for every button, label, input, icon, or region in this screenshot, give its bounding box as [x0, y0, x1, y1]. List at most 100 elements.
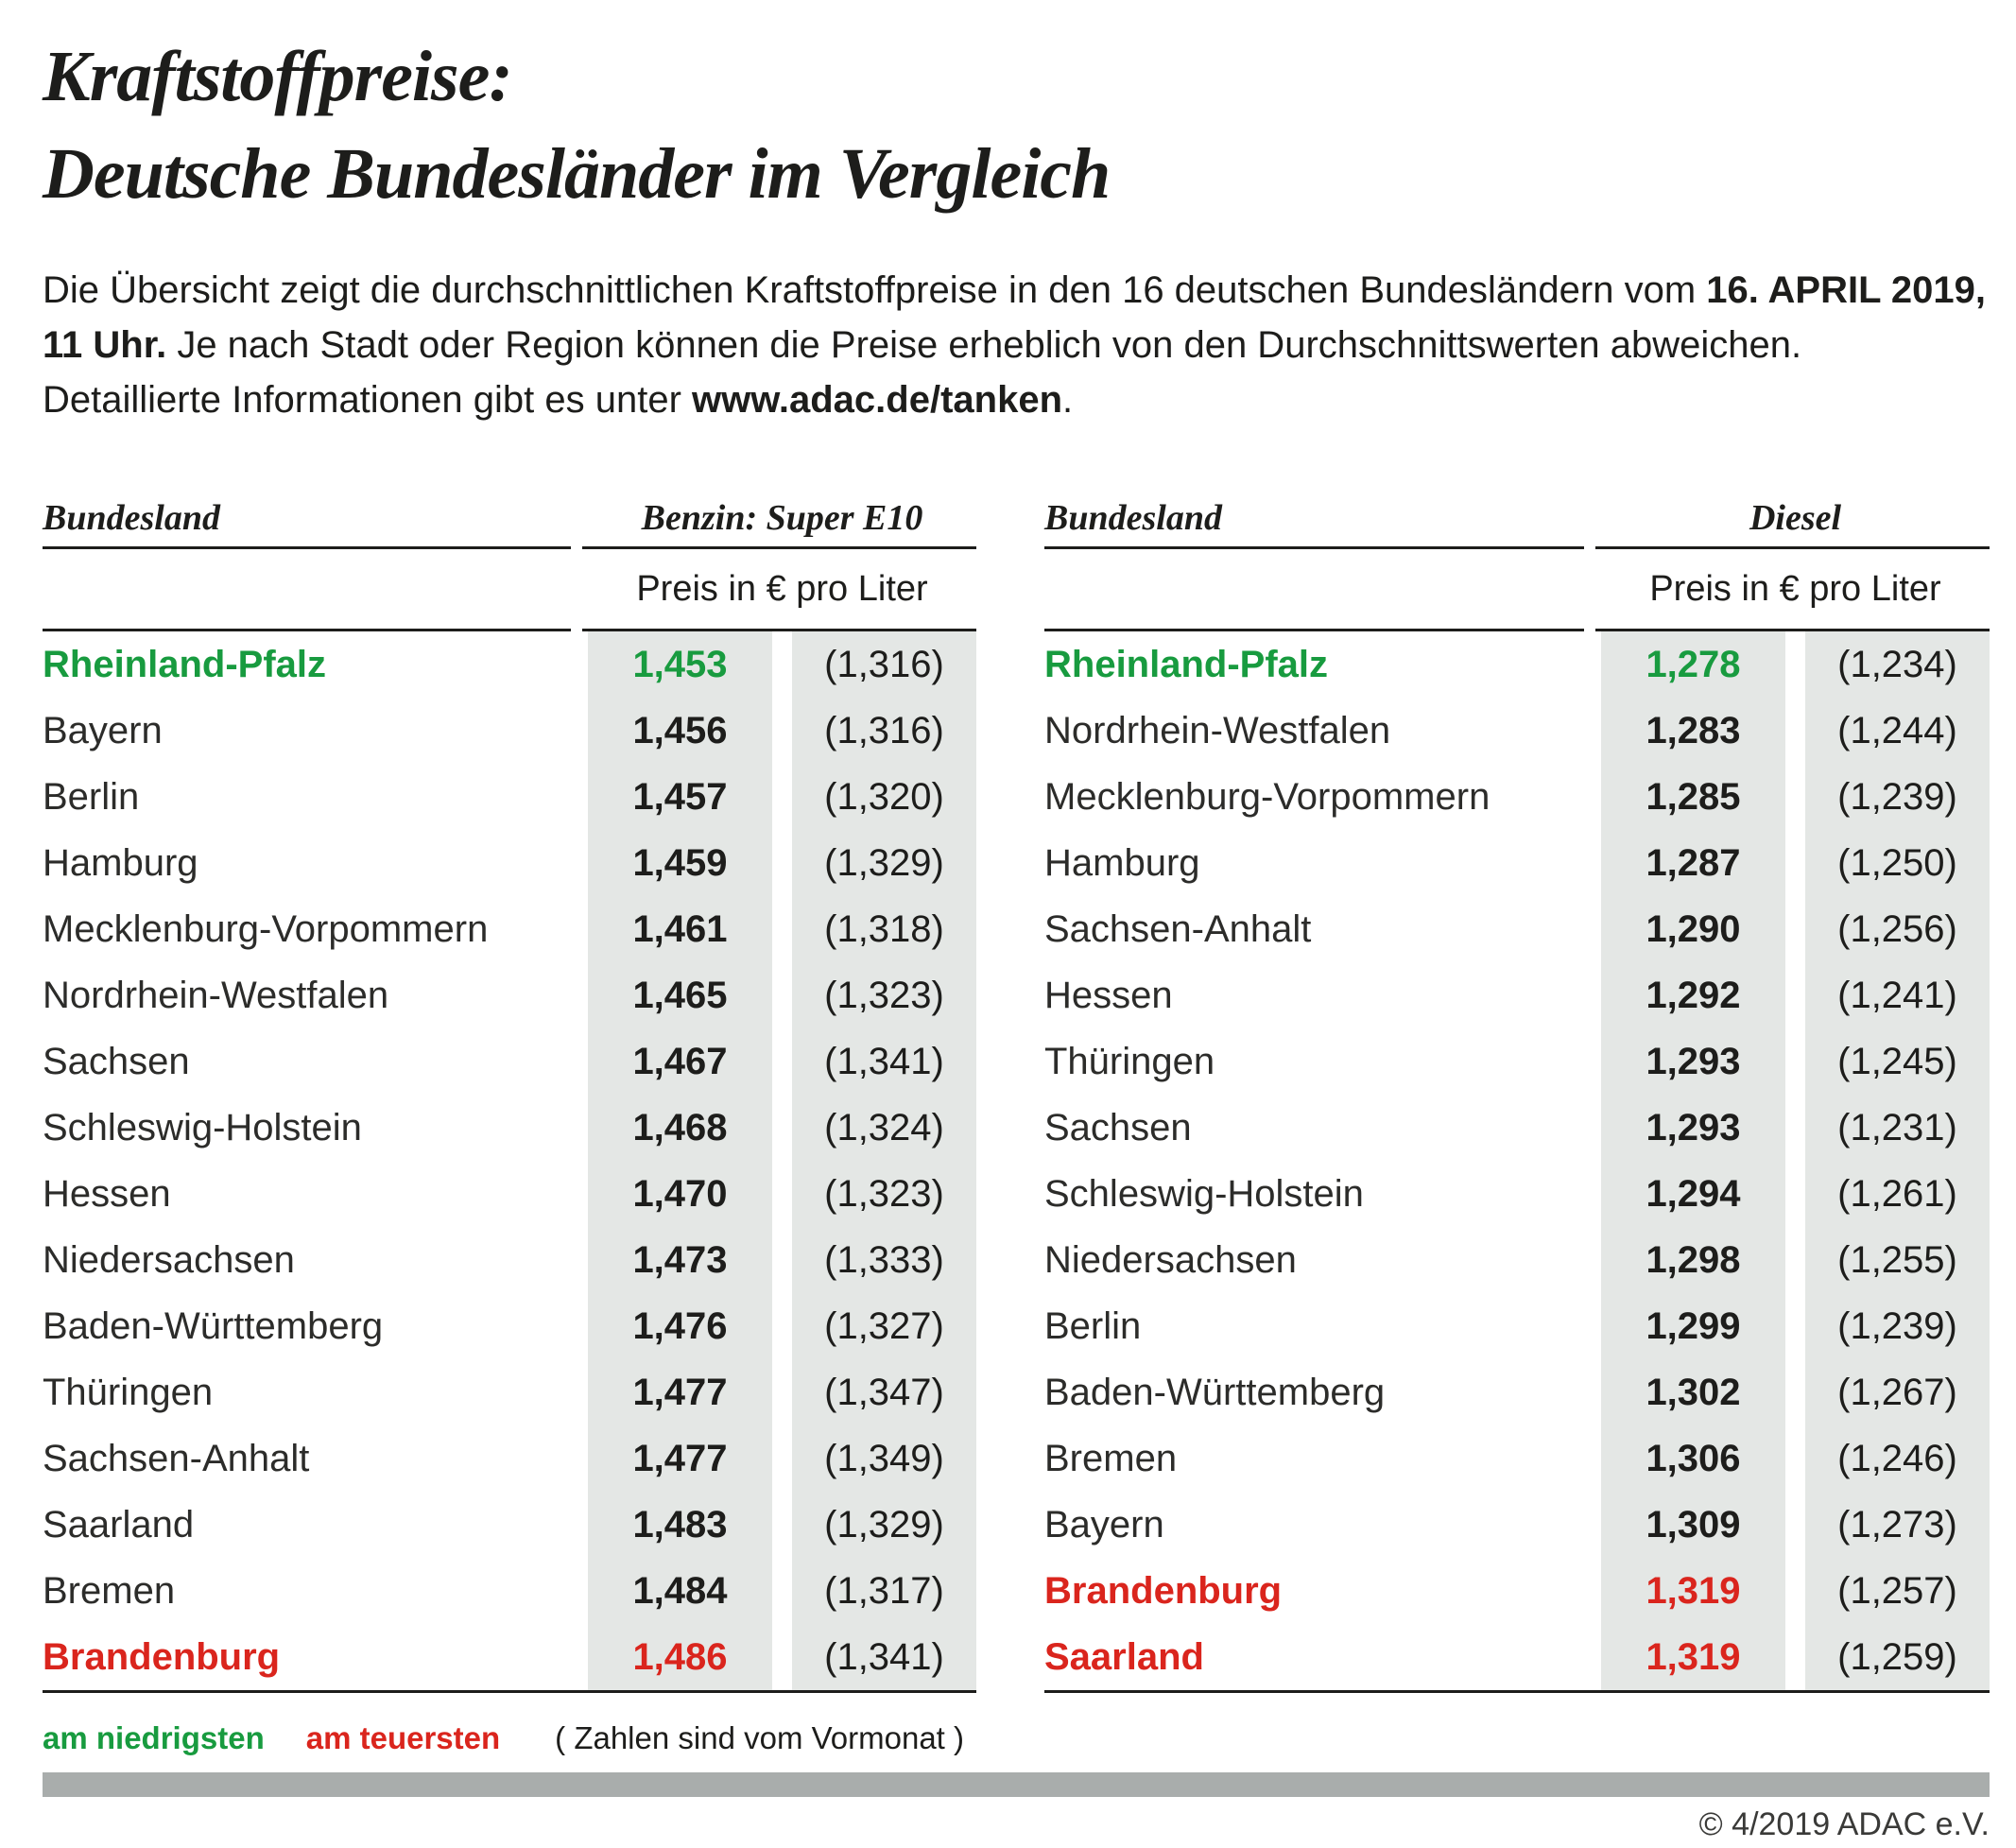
header-rule: [1044, 546, 1990, 549]
state-name: Bremen: [43, 1569, 176, 1612]
table-row: Bremen 1,306 (1,246): [1044, 1425, 1990, 1492]
state-name: Berlin: [43, 775, 140, 818]
intro-text: Die Übersicht zeigt die durchschnittlich…: [43, 263, 1990, 427]
previous-month-price: (1,323): [792, 1161, 976, 1227]
page-title: Kraftstoffpreise: Deutsche Bundesländer …: [43, 28, 1990, 223]
previous-month-price: (1,333): [792, 1227, 976, 1293]
previous-month-price: (1,234): [1805, 631, 1990, 698]
column-header-bundesland: Bundesland: [1044, 498, 1222, 538]
diesel-table-header: Bundesland Diesel: [1044, 480, 1990, 546]
table-bottom-rule: [1044, 1690, 1990, 1693]
previous-month-price: (1,267): [1805, 1359, 1990, 1425]
current-price: 1,306: [1601, 1425, 1785, 1492]
state-name: Thüringen: [1044, 1040, 1215, 1082]
legend-highest-label: am teuersten: [305, 1720, 501, 1755]
table-row: Rheinland-Pfalz 1,453 (1,316): [43, 631, 976, 698]
table-row: Niedersachsen 1,298 (1,255): [1044, 1227, 1990, 1293]
previous-month-price: (1,329): [792, 1492, 976, 1558]
current-price: 1,293: [1601, 1095, 1785, 1161]
current-price: 1,484: [588, 1558, 772, 1624]
intro-line3-end: .: [1062, 379, 1074, 421]
copyright-text: © 4/2019 ADAC e.V.: [1698, 1806, 1990, 1842]
current-price: 1,309: [1601, 1492, 1785, 1558]
previous-month-price: (1,349): [792, 1425, 976, 1492]
fuel-table-diesel: Bundesland Diesel Preis in € pro Liter R…: [1044, 480, 1990, 1693]
current-price: 1,294: [1601, 1161, 1785, 1227]
state-name: Berlin: [1044, 1304, 1142, 1347]
state-name: Saarland: [1044, 1635, 1204, 1678]
current-price: 1,470: [588, 1161, 772, 1227]
benzin-price-unit-row: Preis in € pro Liter: [43, 549, 976, 629]
table-row: Baden-Württemberg 1,302 (1,267): [1044, 1359, 1990, 1425]
state-name: Hamburg: [1044, 841, 1200, 884]
table-row: Nordrhein-Westfalen 1,283 (1,244): [1044, 698, 1990, 764]
previous-month-price: (1,324): [792, 1095, 976, 1161]
state-name: Schleswig-Holstein: [43, 1106, 362, 1149]
current-price: 1,459: [588, 830, 772, 896]
state-name: Sachsen: [43, 1040, 190, 1082]
state-name: Sachsen-Anhalt: [43, 1437, 310, 1479]
table-row: Sachsen-Anhalt 1,290 (1,256): [1044, 896, 1990, 962]
current-price: 1,290: [1601, 896, 1785, 962]
table-row: Hamburg 1,287 (1,250): [1044, 830, 1990, 896]
subheader-rule: [1044, 629, 1990, 631]
fuel-price-tables: Bundesland Benzin: Super E10 Preis in € …: [43, 480, 1990, 1693]
state-name: Hamburg: [43, 841, 198, 884]
current-price: 1,287: [1601, 830, 1785, 896]
intro-line3: Detaillierte Informationen gibt es unter…: [43, 372, 1990, 427]
state-name: Sachsen: [1044, 1106, 1192, 1149]
state-name: Bayern: [1044, 1503, 1164, 1546]
current-price: 1,456: [588, 698, 772, 764]
table-row: Brandenburg 1,319 (1,257): [1044, 1558, 1990, 1624]
current-price: 1,292: [1601, 962, 1785, 1028]
current-price: 1,476: [588, 1293, 772, 1359]
table-row: Hessen 1,292 (1,241): [1044, 962, 1990, 1028]
table-row: Thüringen 1,477 (1,347): [43, 1359, 976, 1425]
current-price: 1,483: [588, 1492, 772, 1558]
state-name: Saarland: [43, 1503, 195, 1546]
state-name: Nordrhein-Westfalen: [43, 974, 389, 1016]
previous-month-price: (1,316): [792, 698, 976, 764]
subheader-rule: [43, 629, 976, 631]
diesel-price-unit-row: Preis in € pro Liter: [1044, 549, 1990, 629]
column-header-diesel: Diesel: [1749, 498, 1842, 538]
previous-month-price: (1,347): [792, 1359, 976, 1425]
current-price: 1,467: [588, 1028, 772, 1095]
table-row: Bayern 1,456 (1,316): [43, 698, 976, 764]
legend-note: ( Zahlen sind vom Vormonat ): [555, 1720, 965, 1755]
state-name: Bayern: [43, 709, 163, 751]
table-row: Mecklenburg-Vorpommern 1,461 (1,318): [43, 896, 976, 962]
previous-month-price: (1,317): [792, 1558, 976, 1624]
current-price: 1,486: [588, 1624, 772, 1690]
state-name: Brandenburg: [43, 1635, 281, 1678]
page-title-line1: Kraftstoffpreise:: [43, 37, 513, 116]
current-price: 1,461: [588, 896, 772, 962]
column-header-bundesland: Bundesland: [43, 498, 220, 538]
current-price: 1,468: [588, 1095, 772, 1161]
previous-month-price: (1,323): [792, 962, 976, 1028]
table-row: Hamburg 1,459 (1,329): [43, 830, 976, 896]
current-price: 1,453: [588, 631, 772, 698]
table-row: Niedersachsen 1,473 (1,333): [43, 1227, 976, 1293]
table-row: Mecklenburg-Vorpommern 1,285 (1,239): [1044, 764, 1990, 830]
current-price: 1,293: [1601, 1028, 1785, 1095]
state-name: Niedersachsen: [1044, 1238, 1297, 1281]
table-row: Rheinland-Pfalz 1,278 (1,234): [1044, 631, 1990, 698]
previous-month-price: (1,327): [792, 1293, 976, 1359]
current-price: 1,285: [1601, 764, 1785, 830]
intro-time-bold: 11 Uhr.: [43, 324, 167, 366]
state-name: Mecklenburg-Vorpommern: [1044, 775, 1490, 818]
state-name: Mecklenburg-Vorpommern: [43, 907, 489, 950]
state-name: Hessen: [43, 1172, 171, 1215]
state-name: Hessen: [1044, 974, 1173, 1016]
table-row: Berlin 1,457 (1,320): [43, 764, 976, 830]
table-row: Brandenburg 1,486 (1,341): [43, 1624, 976, 1690]
previous-month-price: (1,273): [1805, 1492, 1990, 1558]
previous-month-price: (1,241): [1805, 962, 1990, 1028]
state-name: Bremen: [1044, 1437, 1178, 1479]
table-row: Nordrhein-Westfalen 1,465 (1,323): [43, 962, 976, 1028]
current-price: 1,457: [588, 764, 772, 830]
current-price: 1,283: [1601, 698, 1785, 764]
current-price: 1,278: [1601, 631, 1785, 698]
